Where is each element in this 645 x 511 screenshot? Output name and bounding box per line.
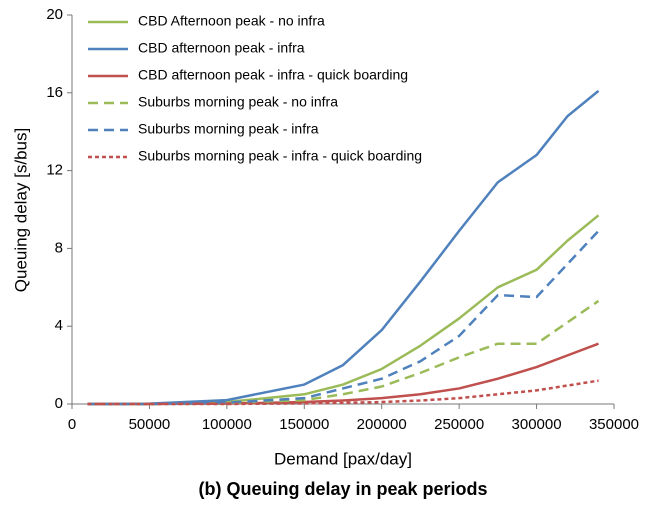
x-tick-label: 200000 [357,416,407,433]
series-line [87,89,600,406]
x-tick-label: 0 [68,416,76,433]
chart-title: (b) Queuing delay in peak periods [198,479,487,499]
x-tick-label: 150000 [279,416,329,433]
x-tick-label: 100000 [202,416,252,433]
legend-label: CBD Afternoon peak - no infra [138,13,325,29]
y-tick-label: 4 [55,317,63,334]
legend-label: CBD afternoon peak - infra [138,40,305,56]
legend-label: Suburbs morning peak - no infra [138,94,338,110]
series-line [87,230,600,406]
legend-label: Suburbs morning peak - infra - quick boa… [138,148,422,164]
x-tick-label: 300000 [512,416,562,433]
y-tick-label: 0 [55,395,63,412]
series-line [87,379,599,406]
x-tick-label: 50000 [129,416,171,433]
legend-label: CBD afternoon peak - infra - quick board… [138,67,408,83]
series-line [87,299,600,406]
y-tick-label: 16 [46,84,63,101]
y-tick-label: 12 [46,162,63,179]
series-line [87,342,599,406]
legend-label: Suburbs morning peak - infra [138,121,319,137]
y-tick-label: 20 [46,6,63,23]
y-tick-label: 8 [55,239,63,256]
y-axis-label: Queuing delay [s/bus] [11,128,30,292]
series-line [87,214,600,406]
x-tick-label: 350000 [589,416,639,433]
x-axis-label: Demand [pax/day] [274,449,412,468]
x-tick-label: 250000 [434,416,484,433]
